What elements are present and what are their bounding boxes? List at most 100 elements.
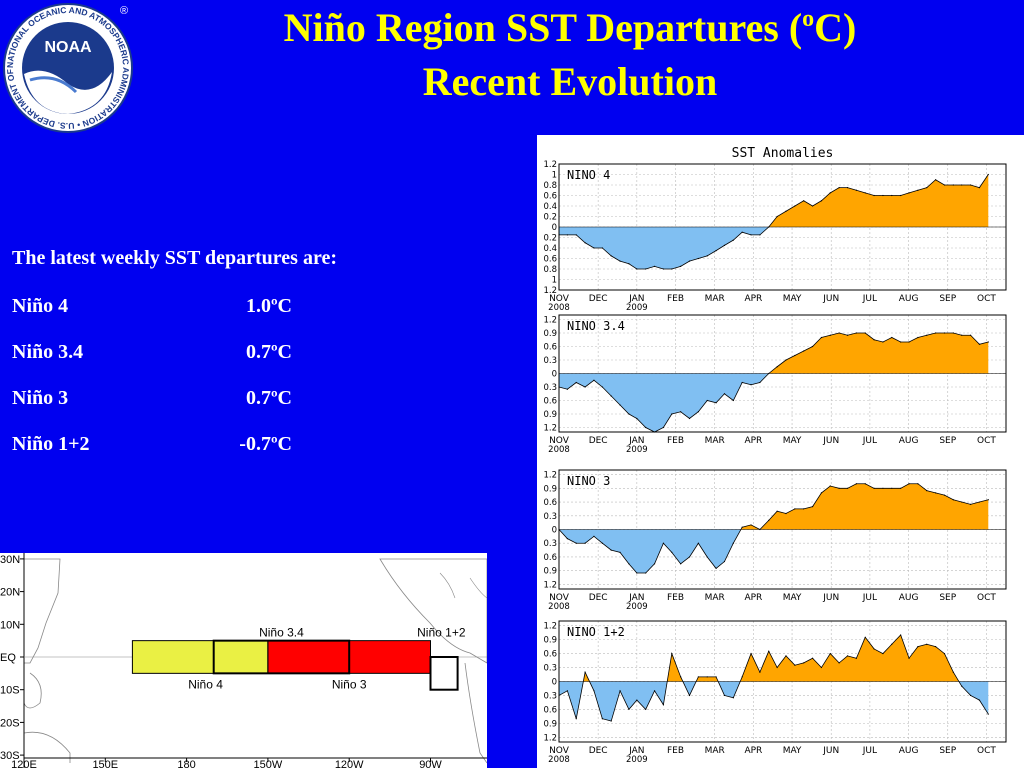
x-tick-label: JUN: [822, 593, 839, 603]
data-point: [961, 685, 963, 687]
data-point: [601, 542, 603, 544]
data-point: [671, 551, 673, 553]
land-asia-outline: [23, 558, 61, 664]
data-point: [723, 393, 726, 395]
data-point: [619, 404, 621, 406]
data-point: [811, 506, 814, 508]
data-point: [926, 187, 928, 189]
y-tick-label: 1.2: [543, 733, 557, 743]
data-point: [855, 332, 857, 334]
data-point: [662, 704, 665, 706]
summary-row-nino3: Niño 3 0.7ºC: [12, 387, 302, 411]
data-point: [601, 386, 603, 388]
data-point: [593, 379, 595, 381]
lat-label: 10S: [0, 685, 20, 697]
data-point: [593, 535, 595, 537]
data-point: [584, 542, 586, 544]
data-point: [917, 483, 919, 485]
panel-frame: [558, 314, 1007, 433]
summary-row-nino4: Niño 4 1.0ºC: [12, 295, 302, 319]
y-tick-label: 1.2: [543, 622, 557, 632]
region-nino34: [212, 639, 351, 675]
logo-center-text: NOAA: [44, 39, 92, 56]
data-point: [864, 636, 866, 638]
data-point: [628, 563, 630, 565]
region-name: Niño 3: [12, 387, 69, 409]
data-point: [575, 718, 577, 720]
data-point: [785, 512, 787, 515]
lat-label: 30N: [0, 554, 20, 566]
data-point: [593, 247, 595, 249]
data-point: [935, 492, 937, 494]
y-tick-label: 0.6: [543, 498, 557, 508]
data-point: [715, 250, 717, 252]
data-point: [882, 652, 884, 655]
data-point: [759, 528, 761, 531]
lon-label: 90W: [419, 759, 442, 768]
x-tick-label: DEC: [589, 294, 608, 304]
data-point: [978, 343, 981, 345]
y-tick-label: 0.6: [543, 397, 557, 407]
panel-label: NINO 3.4: [567, 319, 625, 333]
data-point: [987, 341, 989, 343]
data-point: [900, 341, 902, 343]
x-tick-label: AUG: [899, 593, 919, 603]
data-point: [882, 341, 884, 343]
x-tick-label: OCT: [977, 593, 996, 603]
data-point: [891, 487, 893, 489]
y-tick-label: 0.8: [543, 265, 557, 275]
y-tick-label: 0.4: [543, 202, 557, 212]
data-point: [593, 690, 595, 692]
data-point: [575, 381, 577, 384]
x-tick-label: AUG: [899, 436, 919, 446]
data-point: [829, 334, 831, 336]
summary-intro: The latest weekly SST departures are:: [12, 247, 337, 269]
data-point: [610, 549, 612, 551]
label-nino12: Niño 1+2: [417, 626, 466, 640]
data-point: [803, 350, 805, 352]
data-point: [768, 650, 770, 652]
data-point: [917, 189, 919, 191]
x-tick-label: JUL: [862, 436, 877, 446]
data-point: [969, 334, 972, 336]
data-point: [645, 708, 647, 711]
y-tick-label: 0.2: [543, 213, 557, 223]
data-point: [741, 381, 743, 384]
sst-panel-0: 1.210.80.60.40.200.20.40.60.811.2NOV2008…: [543, 160, 1007, 313]
data-point: [741, 676, 743, 678]
x-tick-label: SEP: [939, 294, 956, 304]
data-point: [566, 234, 568, 236]
data-point: [645, 268, 647, 270]
x-tick-label: DEC: [589, 593, 608, 603]
data-point: [688, 556, 691, 558]
y-tick-label: 0.3: [543, 383, 557, 393]
data-point: [697, 676, 699, 678]
label-nino34: Niño 3.4: [259, 626, 304, 640]
positive-anomaly-area: [559, 483, 989, 530]
x-tick-label: APR: [744, 436, 762, 446]
data-point: [575, 234, 577, 236]
data-point: [794, 664, 796, 666]
data-point: [680, 411, 682, 413]
y-tick-label: 0.6: [543, 705, 557, 715]
data-point: [882, 487, 884, 489]
x-tick-label: SEP: [939, 746, 956, 756]
y-tick-label: 0.4: [543, 244, 557, 254]
panel-label: NINO 3: [567, 474, 610, 488]
data-point: [776, 666, 778, 669]
data-point: [662, 542, 665, 544]
negative-anomaly-area: [559, 529, 989, 573]
data-point: [741, 526, 743, 528]
data-point: [811, 657, 814, 659]
x-tick-label: MAY: [783, 436, 802, 446]
data-point: [671, 268, 673, 270]
data-point: [846, 334, 849, 336]
y-tick-label: 1.2: [543, 424, 557, 434]
negative-anomaly-area: [559, 227, 989, 269]
data-point: [697, 257, 699, 260]
data-point: [785, 655, 787, 657]
data-point: [688, 417, 691, 420]
data-point: [645, 572, 647, 574]
data-point: [715, 567, 717, 570]
